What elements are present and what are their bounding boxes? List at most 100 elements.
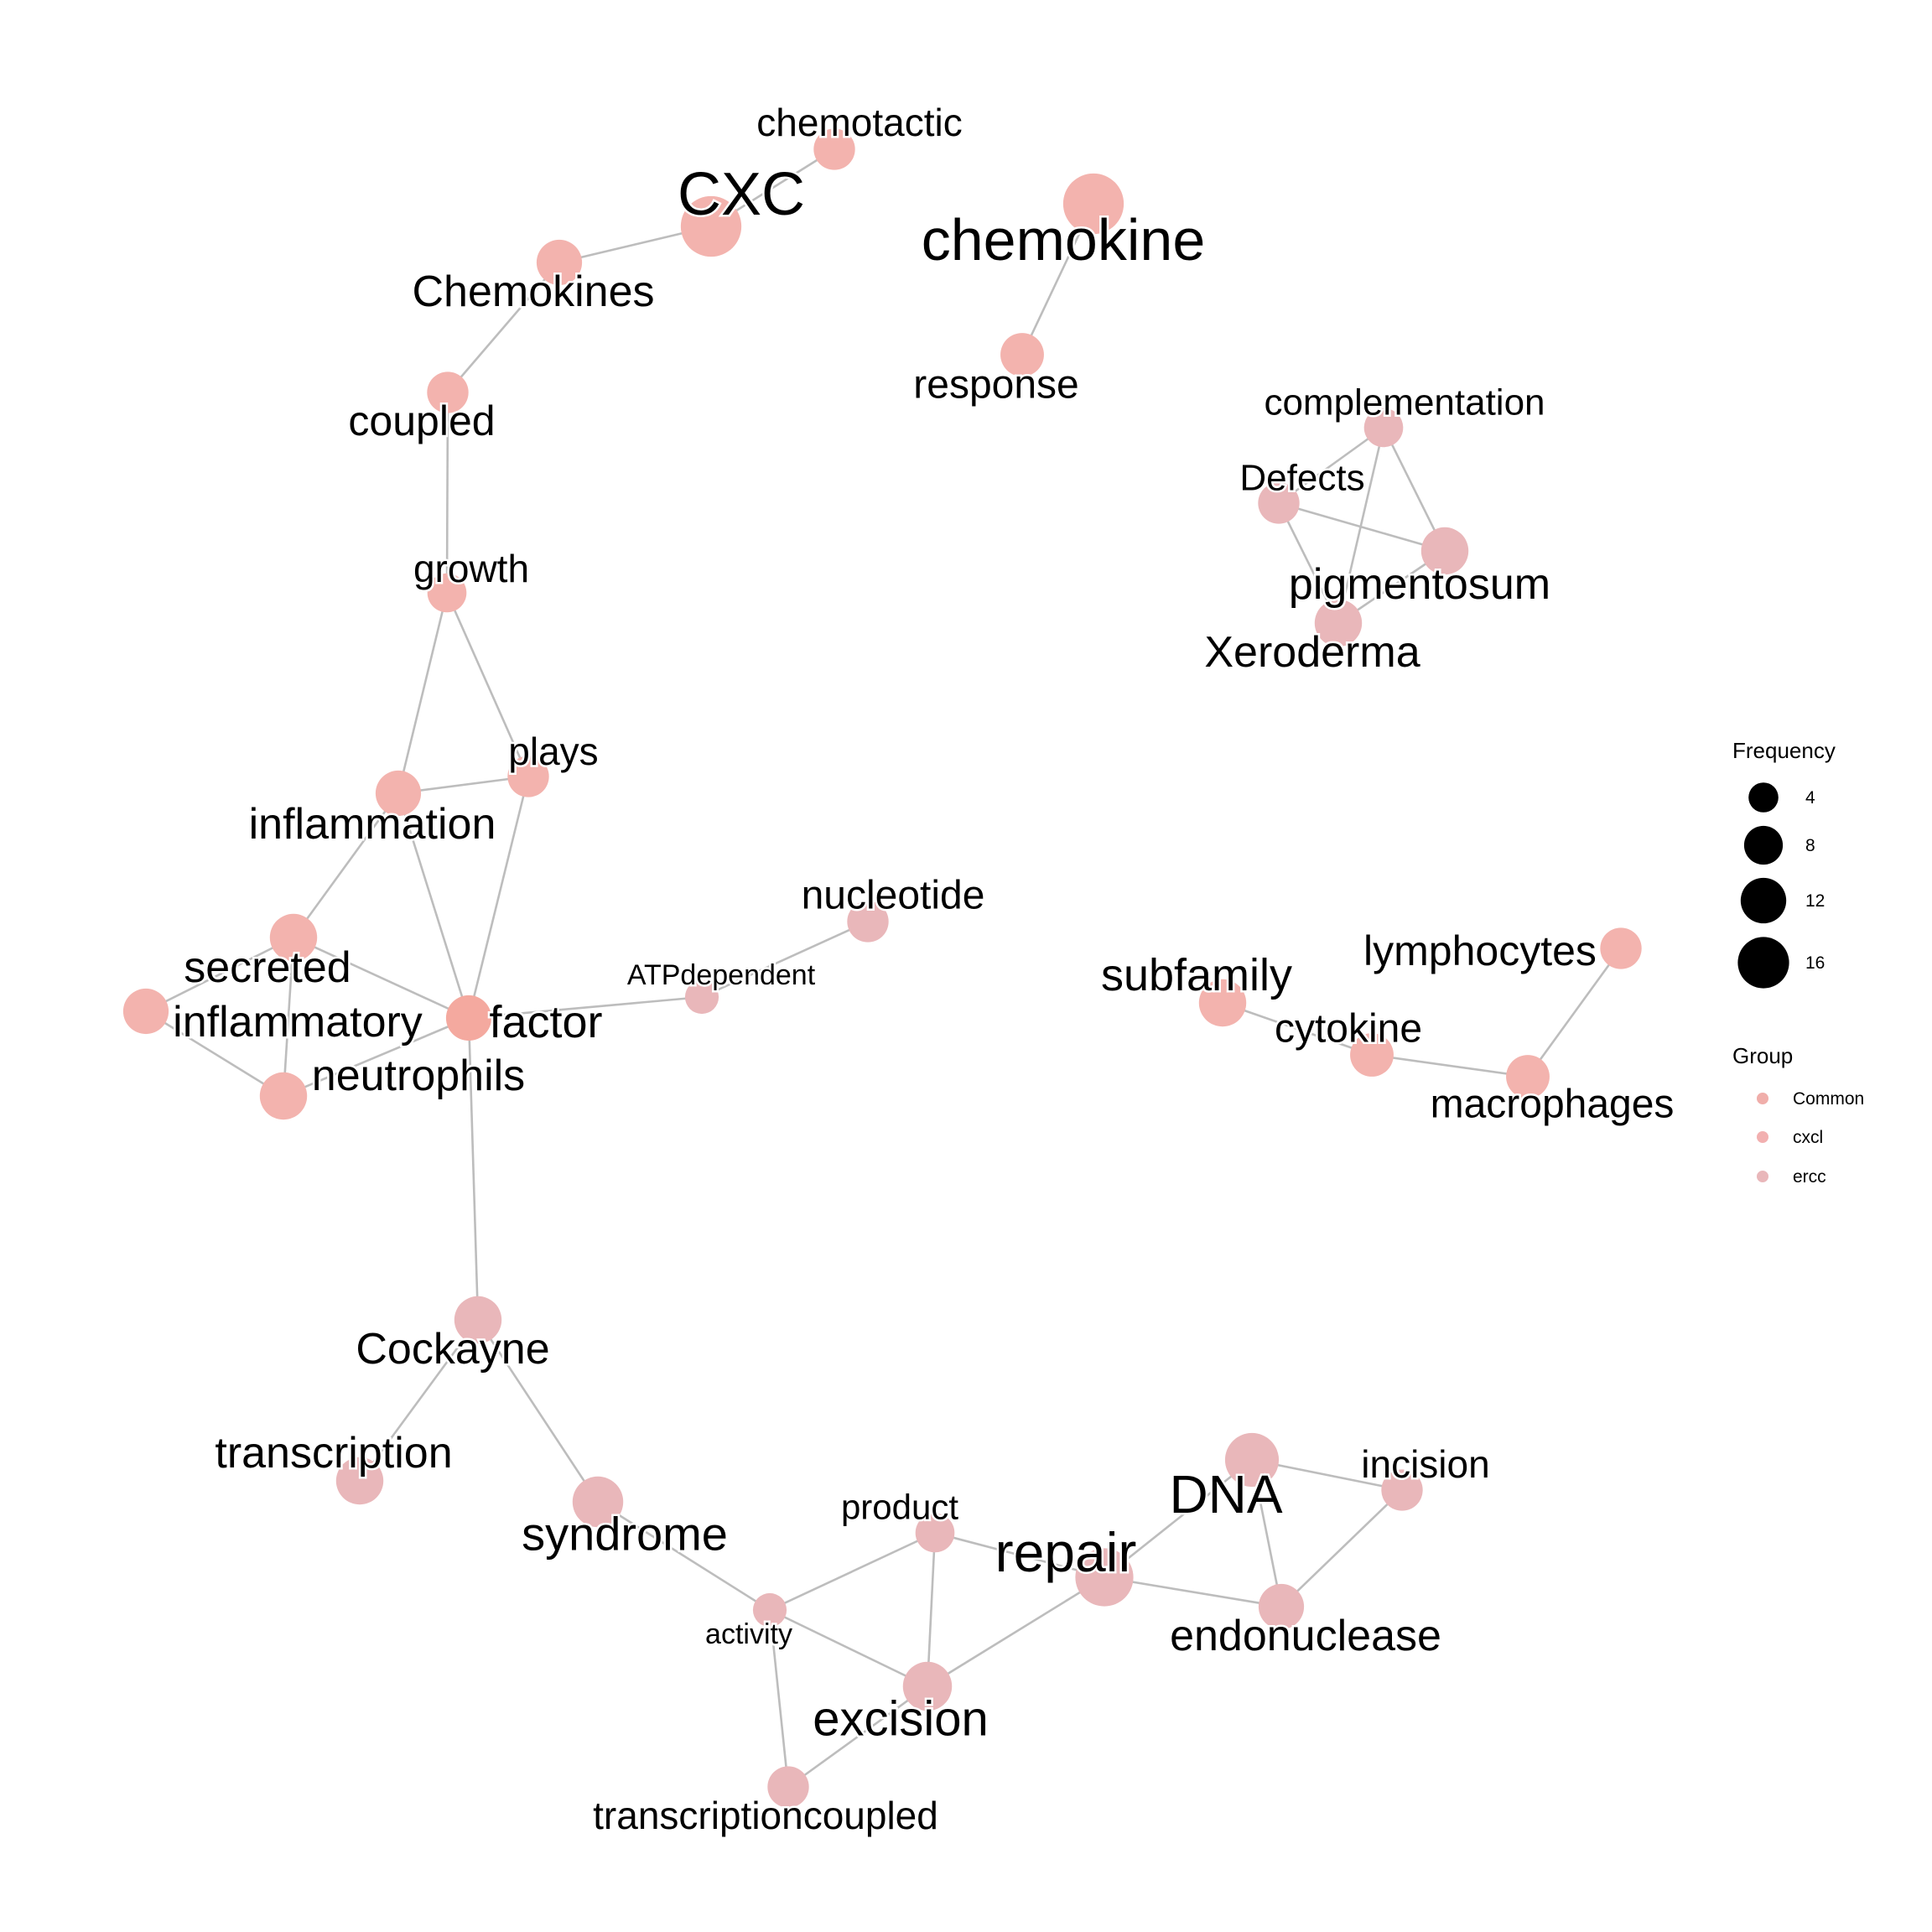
- node-response[interactable]: [1000, 333, 1044, 377]
- edge-growth-plays: [445, 592, 530, 777]
- edge-inflammation-factor: [397, 792, 470, 1019]
- node-label-incision: incision: [1361, 1442, 1489, 1486]
- edge-activity-excision: [769, 1608, 928, 1688]
- node-label-product: product: [841, 1488, 958, 1527]
- node-Cockayne[interactable]: [454, 1296, 502, 1344]
- node-Defects[interactable]: [1258, 482, 1300, 524]
- node-excision[interactable]: [902, 1661, 953, 1711]
- edge-neutrophils-factor: [283, 1016, 470, 1098]
- legend-group-label-ercc: ercc: [1793, 1167, 1826, 1187]
- node-nucleotide[interactable]: [847, 901, 889, 943]
- legend-frequency-label-4: 4: [1805, 788, 1815, 808]
- node-inflammatory[interactable]: [122, 988, 169, 1035]
- node-incision[interactable]: [1381, 1469, 1423, 1511]
- node-cytokine[interactable]: [1350, 1033, 1394, 1077]
- node-label-lymphocytes: lymphocytes: [1363, 927, 1597, 974]
- node-complementation[interactable]: [1363, 408, 1404, 448]
- node-label-DNA: DNA: [1169, 1464, 1282, 1524]
- node-Xeroderma[interactable]: [1314, 599, 1363, 647]
- edge-lymphocytes-macrophages: [1526, 948, 1623, 1078]
- node-label-Chemokines: Chemokines: [412, 267, 654, 316]
- node-label-CXC: CXC: [678, 161, 805, 228]
- node-label-neutrophils: neutrophils: [312, 1052, 525, 1100]
- edge-cytokine-macrophages: [1371, 1053, 1529, 1078]
- node-chemokine[interactable]: [1062, 173, 1124, 235]
- legend-frequency-title: Frequency: [1732, 738, 1836, 763]
- node-label-plays: plays: [508, 730, 598, 773]
- edge-inflammatory-neutrophils: [145, 1010, 284, 1098]
- node-label-Defects: Defects: [1239, 458, 1364, 499]
- node-transcriptioncoupled[interactable]: [767, 1766, 809, 1808]
- edge-repair-endonuclease: [1104, 1576, 1282, 1608]
- node-label-Cockayne: Cockayne: [356, 1325, 549, 1374]
- node-plays[interactable]: [507, 756, 549, 797]
- node-product[interactable]: [915, 1513, 955, 1553]
- node-lymphocytes[interactable]: [1600, 927, 1642, 969]
- edge-plays-factor: [467, 776, 530, 1019]
- edge-activity-transcriptioncoupled: [768, 1609, 790, 1788]
- node-endonuclease[interactable]: [1258, 1583, 1305, 1630]
- edge-product-excision: [926, 1532, 937, 1687]
- edge-syndrome-activity: [597, 1500, 771, 1612]
- node-label-macrophages: macrophages: [1431, 1083, 1675, 1127]
- node-label-transcription: transcription: [215, 1429, 452, 1478]
- labels-layer: chemotactic CXC Chemokines coupled chemokine…: [171, 99, 1676, 1840]
- legend-frequency-label-16: 16: [1805, 953, 1825, 973]
- node-chemotactic[interactable]: [813, 128, 855, 170]
- edge-excision-transcriptioncoupled: [787, 1685, 928, 1789]
- group-legend: Common cxcl ercc: [1757, 1089, 1864, 1187]
- node-Chemokines[interactable]: [536, 239, 583, 286]
- edge-complementation-Defects: [1278, 426, 1384, 505]
- node-ATPdependent[interactable]: [684, 979, 719, 1015]
- node-label-response: response: [913, 363, 1078, 408]
- node-coupled[interactable]: [427, 371, 469, 413]
- node-label-chemokine: chemokine: [922, 207, 1206, 273]
- node-subfamily[interactable]: [1198, 979, 1247, 1027]
- node-label-ATPdependent: ATPdependent: [627, 959, 816, 991]
- node-repair[interactable]: [1075, 1548, 1134, 1607]
- edge-secreted-neutrophils: [282, 937, 295, 1097]
- edge-product-repair: [934, 1531, 1105, 1579]
- node-activity[interactable]: [752, 1592, 787, 1628]
- edge-coupled-growth: [445, 392, 449, 594]
- edge-complementation-Xeroderma: [1337, 427, 1385, 624]
- legend-frequency-swatch-8: [1743, 825, 1784, 865]
- edge-subfamily-cytokine: [1222, 1001, 1373, 1057]
- node-secreted[interactable]: [269, 913, 318, 962]
- node-macrophages[interactable]: [1506, 1055, 1550, 1098]
- legend-frequency-swatch-12: [1740, 877, 1787, 924]
- legend-group-label-cxcl: cxcl: [1793, 1128, 1823, 1147]
- node-label-transcriptioncoupled: transcriptioncoupled: [593, 1794, 938, 1837]
- edge-factor-ATPdependent: [468, 995, 703, 1020]
- edge-secreted-inflammatory: [145, 936, 294, 1013]
- legend-group-swatch-ercc: [1757, 1171, 1768, 1182]
- node-DNA[interactable]: [1224, 1432, 1280, 1488]
- node-label-repair: repair: [995, 1521, 1137, 1583]
- legend-frequency-swatch-4: [1748, 782, 1779, 813]
- node-label-pigmentosum: pigmentosum: [1289, 560, 1550, 609]
- edge-Chemokines-coupled: [447, 262, 560, 393]
- edge-ATPdependent-nucleotide: [701, 920, 869, 999]
- node-label-excision: excision: [813, 1692, 989, 1747]
- edge-Cockayne-syndrome: [476, 1319, 600, 1503]
- node-label-growth: growth: [413, 547, 529, 590]
- node-transcription[interactable]: [335, 1457, 384, 1505]
- legend-group-swatch-cxcl: [1757, 1131, 1768, 1143]
- node-syndrome[interactable]: [572, 1476, 624, 1528]
- edge-Cockayne-transcription: [358, 1319, 480, 1482]
- legend-group-label-Common: Common: [1793, 1089, 1864, 1109]
- edge-inflammation-secreted: [292, 792, 400, 938]
- node-inflammation[interactable]: [375, 770, 422, 817]
- node-factor[interactable]: [445, 995, 492, 1041]
- edge-excision-repair: [927, 1576, 1105, 1688]
- node-neutrophils[interactable]: [259, 1072, 308, 1120]
- node-pigmentosum[interactable]: [1420, 527, 1469, 575]
- node-growth[interactable]: [427, 573, 467, 613]
- node-CXC[interactable]: [680, 195, 742, 257]
- edge-factor-Cockayne: [467, 1017, 480, 1321]
- edge-activity-product: [769, 1531, 936, 1612]
- node-label-Xeroderma: Xeroderma: [1204, 628, 1420, 677]
- node-label-cytokine: cytokine: [1275, 1007, 1422, 1052]
- legend-group-swatch-Common: [1757, 1093, 1768, 1104]
